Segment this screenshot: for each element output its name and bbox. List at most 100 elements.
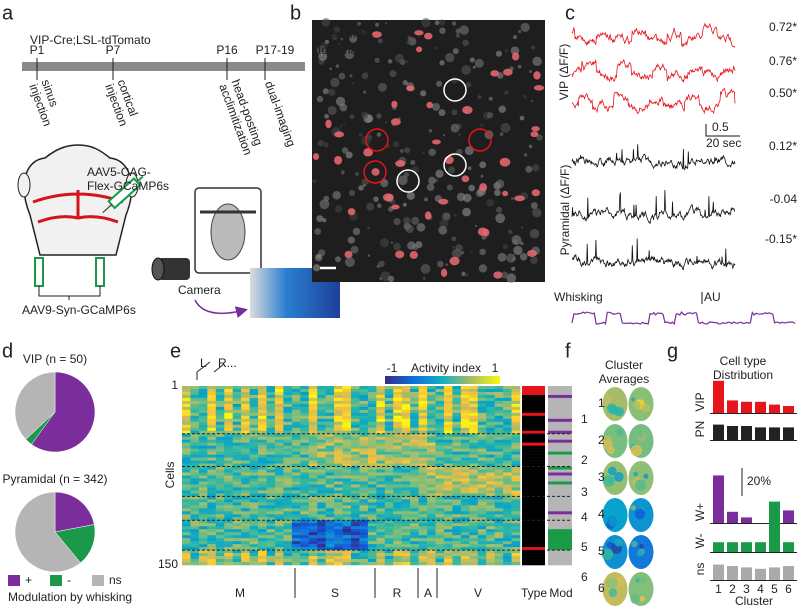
heat-cell [443,415,453,420]
heat-cell [477,400,487,405]
cell [461,271,466,277]
heat-cell [317,496,326,500]
heat-cell [494,469,504,473]
heat-cell [291,550,301,554]
heat-cell [477,475,487,479]
heat-cell [410,445,419,449]
heat-cell [241,457,250,461]
heat-cell [410,388,419,393]
heat-cell [486,427,495,432]
mod-cell [548,478,572,482]
heat-cell [224,421,233,426]
heat-cell [232,511,242,515]
heat-cell [190,445,200,449]
heat-cell [443,472,453,476]
mod-cell [548,484,572,488]
heat-cell [308,430,318,435]
heat-cell [215,430,225,435]
heat-cell [359,457,369,461]
heat-cell [427,517,436,521]
heat-cell [182,460,191,464]
heat-cell [325,403,335,408]
heat-cell [511,454,521,458]
heat-cell [232,514,242,518]
heat-cell [351,394,360,399]
heat-cell [443,520,453,524]
heat-cell [401,520,411,524]
heat-cell [308,403,318,408]
heat-cell [190,400,200,405]
heat-cell [241,505,250,509]
heat-cell [249,514,259,518]
heat-cell [477,517,487,521]
heat-cell [376,388,386,393]
heat-cell [308,529,318,533]
heat-cell [401,547,411,551]
heat-cell [427,427,436,432]
heat-cell [469,487,479,491]
heat-cell [494,406,504,411]
virus-label: Flex-GCaMP6s [87,179,169,193]
heat-cell [384,406,394,411]
heat-cell [401,511,411,515]
heat-cell [207,544,217,548]
heat-cell [367,490,377,494]
heat-cell [249,547,259,551]
cell [528,144,533,149]
cell [464,146,474,156]
heat-cell [427,526,436,530]
heat-cell [232,427,242,432]
heat-cell [224,526,233,530]
cell [405,60,409,63]
heat-cell [283,439,293,443]
heat-cell [224,388,233,393]
heat-cell [241,427,250,432]
mod-cell [548,544,572,548]
heat-cell [224,454,233,458]
heat-cell [401,469,411,473]
blob [602,439,613,450]
blob [643,503,651,511]
heat-cell [460,412,470,417]
heat-cell [376,460,386,464]
heat-cell [317,502,326,506]
heat-cell [393,409,402,414]
heat-cell [182,553,191,557]
cell [376,113,382,119]
heat-cell [232,556,242,560]
heat-cell [224,433,233,438]
cell [377,82,387,92]
heat-cell [393,475,402,479]
heat-cell [334,433,343,438]
heat-cell [351,406,360,411]
cell [348,189,356,197]
heat-cell [274,469,284,473]
heat-cell [503,386,512,390]
heat-cell [291,499,301,503]
heat-cell [401,505,411,509]
heat-cell [190,466,200,470]
type-cell [522,436,545,440]
heat-cell [291,553,301,557]
heat-cell [342,412,352,417]
heat-cell [460,472,470,476]
heat-cell [198,415,208,420]
heat-cell [503,400,512,405]
heat-cell [317,439,326,443]
heat-cell [249,415,259,420]
heat-cell [393,496,402,500]
type-cell [522,556,545,560]
heat-cell [249,532,259,536]
heat-cell [384,517,394,521]
heat-cell [435,511,445,515]
heat-cell [241,520,250,524]
heat-cell [291,478,301,482]
heat-cell [367,559,377,563]
heat-cell [249,403,259,408]
heat-cell [393,481,402,485]
heat-cell [460,520,470,524]
heat-cell [334,403,343,408]
heat-cell [308,487,318,491]
heat-cell [190,460,200,464]
bar [769,501,780,552]
